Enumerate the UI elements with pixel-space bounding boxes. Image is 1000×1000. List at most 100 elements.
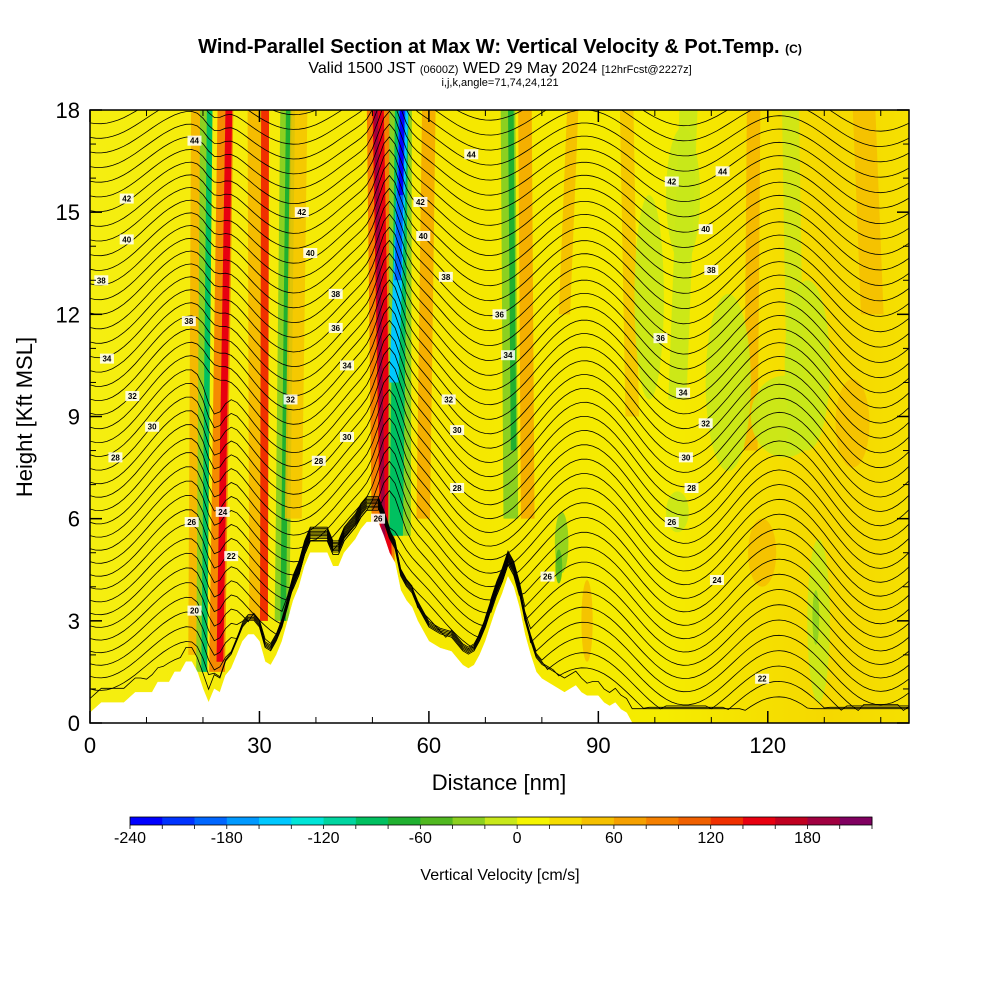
svg-text:20: 20 <box>190 607 199 616</box>
x-tick-label: 30 <box>247 733 271 758</box>
contour-label: 22 <box>224 551 239 562</box>
colorbar-tick-label: -180 <box>211 830 243 847</box>
colorbar-swatch <box>420 817 454 825</box>
y-tick-label: 6 <box>68 507 80 532</box>
contour-label: 38 <box>181 316 196 327</box>
svg-text:40: 40 <box>122 235 131 244</box>
contour-label: 40 <box>303 248 318 259</box>
contour-labels: 44 42 40 38 38 34 32 30 28 26 24 22 20 42 40 38 36 34 32 30… <box>94 135 770 684</box>
contour-label: 28 <box>108 452 123 463</box>
contour-label: 30 <box>678 452 693 463</box>
contour-label: 44 <box>187 135 202 146</box>
x-tick-label: 60 <box>417 733 441 758</box>
colorbar-swatch <box>259 817 292 825</box>
contour-label: 40 <box>698 224 713 235</box>
y-tick-label: 12 <box>56 302 80 327</box>
colorbar-swatch <box>452 817 486 825</box>
colorbar-tick-label: -120 <box>308 830 340 847</box>
svg-text:42: 42 <box>122 195 131 204</box>
colorbar-swatch <box>678 817 712 825</box>
contour-label: 34 <box>99 353 114 364</box>
valid-date: WED 29 May 2024 <box>462 60 598 77</box>
svg-text:40: 40 <box>419 232 428 241</box>
svg-text:40: 40 <box>306 249 315 258</box>
contour-label: 22 <box>755 673 770 684</box>
svg-text:36: 36 <box>656 334 665 343</box>
svg-text:42: 42 <box>297 208 306 217</box>
svg-text:38: 38 <box>441 273 450 282</box>
contour-label: 34 <box>676 387 691 398</box>
chart-title-text: Wind-Parallel Section at Max W: Vertical… <box>198 36 780 58</box>
svg-text:24: 24 <box>713 576 722 585</box>
contour-label: 32 <box>125 391 140 402</box>
colorbar-swatch <box>130 817 163 825</box>
contour-label: 26 <box>371 513 386 524</box>
svg-text:34: 34 <box>343 361 352 370</box>
svg-text:22: 22 <box>227 552 236 561</box>
terrain-profile <box>90 521 909 723</box>
contour-label: 30 <box>450 425 465 436</box>
utc-time: (0600Z) <box>419 64 459 76</box>
colorbar-swatch <box>581 817 615 825</box>
contour-label: 28 <box>311 455 326 466</box>
svg-text:36: 36 <box>331 324 340 333</box>
contour-label: 40 <box>119 234 134 245</box>
contour-label: 28 <box>684 483 699 494</box>
contour-label: 36 <box>328 322 343 333</box>
contour-label: 24 <box>215 506 230 517</box>
contour-label: 30 <box>339 431 354 442</box>
contour-label: 36 <box>653 333 668 344</box>
contour-label: 34 <box>500 350 515 361</box>
svg-text:30: 30 <box>681 453 690 462</box>
colorbar-tick-label: 60 <box>605 830 623 847</box>
x-tick-label: 90 <box>586 733 610 758</box>
svg-text:28: 28 <box>111 453 120 462</box>
colorbar-swatch <box>388 817 421 825</box>
contour-label: 42 <box>413 196 428 207</box>
svg-text:26: 26 <box>187 518 196 527</box>
contour-label: 20 <box>187 605 202 616</box>
forecast-info: [12hrFcst@2227z] <box>601 64 692 76</box>
contour-label: 36 <box>492 309 507 320</box>
contour-label: 26 <box>540 571 555 582</box>
contour-label: 24 <box>709 574 724 585</box>
colorbar: -240 -180 -120 -60 0 60 120 180 <box>114 816 873 847</box>
contour-label: 32 <box>441 394 456 405</box>
svg-text:30: 30 <box>148 423 157 432</box>
colorbar-swatch <box>775 817 808 825</box>
svg-text:32: 32 <box>444 395 453 404</box>
contour-label: 32 <box>698 418 713 429</box>
x-axis-ticks: 0 30 60 90 120 <box>84 110 882 758</box>
svg-text:32: 32 <box>286 395 295 404</box>
contour-label: 38 <box>704 265 719 276</box>
y-tick-label: 9 <box>68 405 80 430</box>
contour-label: 30 <box>145 421 160 432</box>
contour-label: 34 <box>339 360 354 371</box>
y-tick-label: 18 <box>56 98 80 123</box>
colorbar-tick-label: -60 <box>409 830 432 847</box>
svg-text:26: 26 <box>667 518 676 527</box>
svg-text:34: 34 <box>504 351 513 360</box>
svg-text:30: 30 <box>453 426 462 435</box>
colorbar-swatch <box>291 817 325 825</box>
contour-label: 26 <box>184 517 199 528</box>
colorbar-swatch <box>226 817 260 825</box>
svg-text:38: 38 <box>707 266 716 275</box>
colorbar-swatch <box>355 817 389 825</box>
colorbar-swatch <box>710 817 744 825</box>
contour-label: 42 <box>294 207 309 218</box>
y-tick-label: 3 <box>68 609 80 634</box>
svg-text:32: 32 <box>128 392 137 401</box>
contour-label: 44 <box>715 166 730 177</box>
contour-label: 26 <box>664 517 679 528</box>
contour-label: 38 <box>94 275 109 286</box>
chart-title: Wind-Parallel Section at Max W: Vertical… <box>0 36 1000 59</box>
contour-label: 32 <box>283 394 298 405</box>
svg-text:38: 38 <box>97 276 106 285</box>
colorbar-swatch <box>484 817 518 825</box>
svg-text:44: 44 <box>467 150 476 159</box>
colorbar-tick-label: 180 <box>794 830 821 847</box>
svg-text:30: 30 <box>343 433 352 442</box>
